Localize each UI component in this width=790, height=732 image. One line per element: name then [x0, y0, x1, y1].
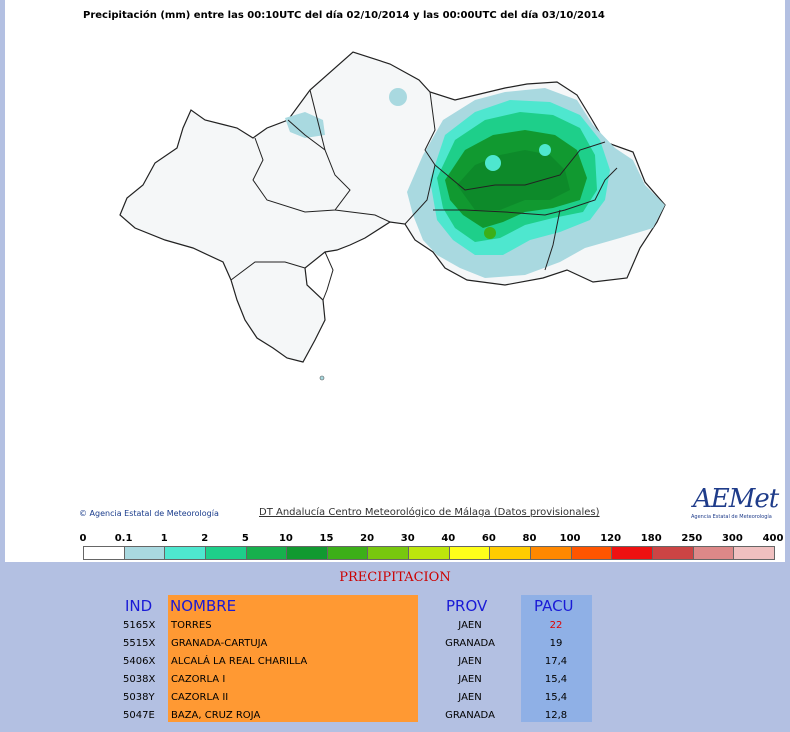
legend-tick-label: 2 [201, 533, 209, 544]
legend-swatch [124, 547, 166, 559]
legend-swatch [490, 547, 532, 559]
station-ind-cell: 5038Y [123, 692, 155, 703]
legend-swatch [531, 547, 572, 559]
station-name-cell: CAZORLA II [171, 692, 229, 703]
legend-swatch [571, 547, 613, 559]
legend-tick-label: 60 [481, 533, 496, 544]
station-prov-cell: JAEN [458, 692, 482, 703]
legend-swatch [327, 547, 369, 559]
legend-swatch [652, 547, 694, 559]
legend-tick-label: 180 [640, 533, 662, 544]
legend-tick-label: 80 [522, 533, 537, 544]
legend-swatch [734, 547, 774, 559]
aemet-logo-text: AEMet [693, 484, 779, 514]
legend-color-bar [83, 546, 775, 560]
station-name-cell: BAZA, CRUZ ROJA [171, 710, 261, 721]
legend-tick-label: 100 [559, 533, 581, 544]
table-row: 5038X CAZORLA I JAEN 15,4 [0, 672, 790, 690]
station-ind-cell: 5165X [123, 620, 156, 631]
station-prov-cell: GRANADA [445, 638, 495, 649]
legend-tick-label: 1 [160, 533, 168, 544]
station-ind-cell: 5406X [123, 656, 156, 667]
legend-swatch [246, 547, 288, 559]
aemet-credit: © Agencia Estatal de Meteorología [79, 509, 219, 518]
legend-swatch [205, 547, 247, 559]
header-prov: PROV [446, 597, 488, 615]
station-name-cell: TORRES [171, 620, 212, 631]
legend-tick-label: 0 [79, 533, 87, 544]
station-pacu-cell: 19 [549, 638, 563, 649]
rain-west-patch [285, 112, 325, 138]
table-row: 5515X GRANADA-CARTUJA GRANADA 19 [0, 636, 790, 654]
precipitation-map-panel: Precipitación (mm) entre las 00:10UTC de… [5, 0, 785, 562]
legend-swatch [84, 547, 125, 559]
legend-tick-label: 30 [400, 533, 415, 544]
dt-andalucia-credit: DT Andalucía Centro Meteorológico de Mál… [259, 507, 600, 518]
legend-swatch [612, 547, 653, 559]
header-pacu: PACU [534, 597, 574, 615]
table-row: 5406X ALCALÁ LA REAL CHARILLA JAEN 17,4 [0, 654, 790, 672]
station-ind-cell: 5038X [123, 674, 156, 685]
legend-swatch [368, 547, 410, 559]
pacu-column-background [521, 595, 592, 722]
station-ind-cell: 5515X [123, 638, 156, 649]
rain-spot [539, 144, 551, 156]
legend-tick-labels: 0 0.1 1 2 5 10 15 20 30 40 60 80 100 120 180 250 300 400 [5, 533, 785, 545]
nombre-column-background [168, 595, 418, 722]
legend-swatch [409, 547, 450, 559]
legend-swatch [165, 547, 206, 559]
legend-swatch [287, 547, 328, 559]
province-borders [230, 89, 618, 301]
legend-tick-label: 250 [681, 533, 703, 544]
legend-tick-label: 15 [319, 533, 334, 544]
station-pacu-cell: 15,4 [544, 692, 568, 703]
station-pacu-cell: 17,4 [544, 656, 568, 667]
station-name-cell: ALCALÁ LA REAL CHARILLA [171, 656, 308, 667]
legend-tick-label: 5 [241, 533, 249, 544]
legend-tick-label: 300 [721, 533, 743, 544]
rain-spot [485, 155, 501, 171]
andalucia-map [119, 51, 666, 381]
table-caption: PRECIPITACION [339, 570, 451, 585]
station-prov-cell: JAEN [458, 674, 482, 685]
table-row: 5038Y CAZORLA II JAEN 15,4 [0, 690, 790, 708]
table-row: 5165X TORRES JAEN 22 [0, 618, 790, 636]
rain-heavy-core [457, 150, 570, 210]
legend-tick-label: 40 [441, 533, 456, 544]
station-pacu-cell: 12,8 [544, 710, 568, 721]
rain-spot [484, 227, 496, 239]
header-nombre: NOMBRE [170, 597, 237, 615]
aemet-logo-subtext: Agencia Estatal de Meteorología [691, 514, 772, 520]
map-title: Precipitación (mm) entre las 00:10UTC de… [83, 10, 605, 21]
table-row: 5047E BAZA, CRUZ ROJA GRANADA 12,8 [0, 708, 790, 726]
station-prov-cell: JAEN [458, 656, 482, 667]
station-ind-cell: 5047E [123, 710, 155, 721]
legend-tick-label: 0.1 [114, 533, 133, 544]
station-name-cell: CAZORLA I [171, 674, 226, 685]
legend-tick-label: 20 [360, 533, 375, 544]
island-mark [319, 375, 325, 381]
header-ind: IND [125, 597, 153, 615]
station-pacu-cell: 15,4 [544, 674, 568, 685]
legend-tick-label: 120 [600, 533, 622, 544]
legend-tick-label: 400 [762, 533, 784, 544]
station-name-cell: GRANADA-CARTUJA [171, 638, 268, 649]
legend-swatch [449, 547, 491, 559]
station-prov-cell: GRANADA [445, 710, 495, 721]
legend-tick-label: 10 [278, 533, 293, 544]
legend-swatch [693, 547, 735, 559]
station-pacu-cell: 22 [549, 620, 563, 631]
aemet-logo: AEMet Agencia Estatal de Meteorología [685, 484, 779, 522]
rain-spot [389, 88, 407, 106]
station-prov-cell: JAEN [458, 620, 482, 631]
